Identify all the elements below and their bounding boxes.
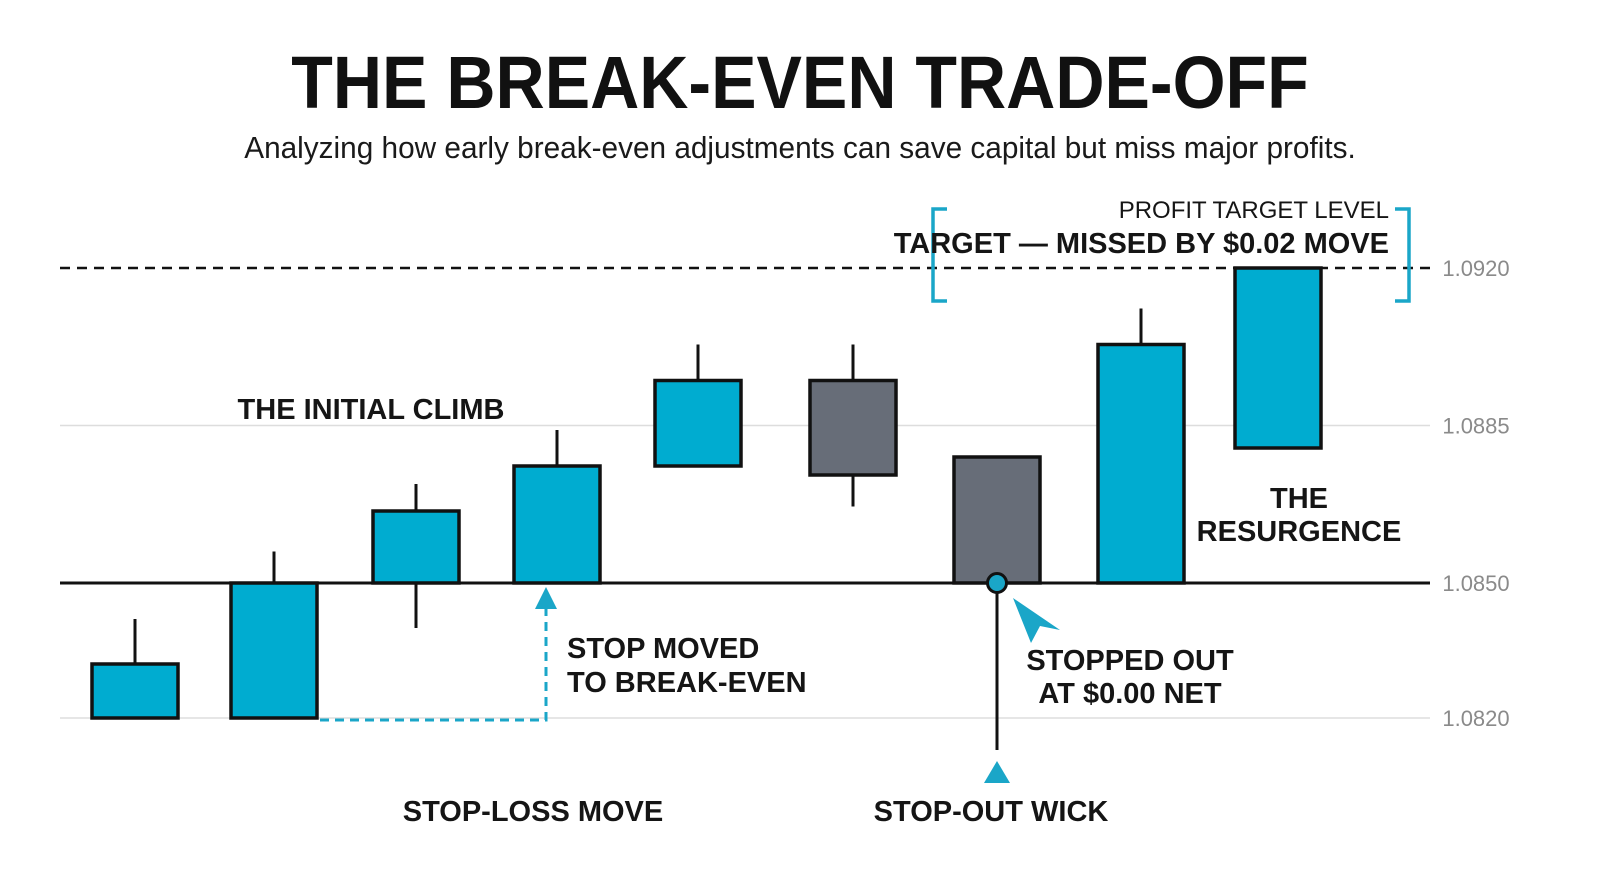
stop-loss-move-label: STOP-LOSS MOVE [403, 796, 664, 828]
resurgence-label-line1: THE [1270, 483, 1328, 515]
stop-out-wick-label: STOP-OUT WICK [874, 796, 1109, 828]
candle [371, 484, 461, 628]
resurgence-label-line2: RESURGENCE [1197, 516, 1402, 548]
stop-move-path [320, 587, 557, 722]
candle [952, 455, 1042, 718]
candle [653, 344, 743, 468]
candle-body [952, 455, 1042, 585]
stopped-out-label-line2: AT $0.00 NET [1038, 678, 1221, 710]
candles [90, 266, 1323, 750]
candle [229, 551, 319, 720]
candle-body [808, 378, 898, 477]
y-tick-label: 1.0920 [1442, 256, 1509, 281]
stop-moved-label-line1: STOP MOVED [567, 633, 759, 665]
up-arrow-icon [535, 587, 557, 609]
y-axis-ticks: 1.0920 1.0885 1.0850 1.0820 [1442, 256, 1509, 731]
candle-body [1096, 342, 1186, 585]
candle-body [1233, 266, 1323, 450]
y-tick-label: 1.0850 [1442, 571, 1509, 596]
initial-climb-label: THE INITIAL CLIMB [238, 394, 505, 426]
stopped-out-label-line1: STOPPED OUT [1026, 645, 1234, 677]
target-missed-label: TARGET — MISSED BY $0.02 MOVE [894, 228, 1389, 260]
candle [1233, 266, 1323, 450]
candle [1096, 308, 1186, 585]
candle [90, 619, 180, 720]
candle [808, 344, 898, 507]
pointer-arrow-icon [1013, 598, 1060, 643]
stop-out-point [986, 572, 1008, 594]
candle-body [653, 378, 743, 468]
y-tick-label: 1.0885 [1442, 414, 1509, 439]
candle-body [371, 509, 461, 585]
chart-subtitle: Analyzing how early break-even adjustmen… [244, 130, 1356, 165]
y-tick-label: 1.0820 [1442, 706, 1509, 731]
candle-body [512, 464, 602, 585]
up-triangle-icon [984, 761, 1010, 783]
target-bracket [931, 207, 1411, 303]
chart-title: THE BREAK-EVEN TRADE-OFF [291, 41, 1309, 124]
candle-body [229, 581, 319, 720]
stop-out-marker [984, 572, 1060, 783]
candle [512, 430, 602, 585]
profit-target-level-label: PROFIT TARGET LEVEL [1119, 197, 1389, 224]
candle-body [90, 662, 180, 720]
stop-moved-label-line2: TO BREAK-EVEN [567, 667, 807, 699]
